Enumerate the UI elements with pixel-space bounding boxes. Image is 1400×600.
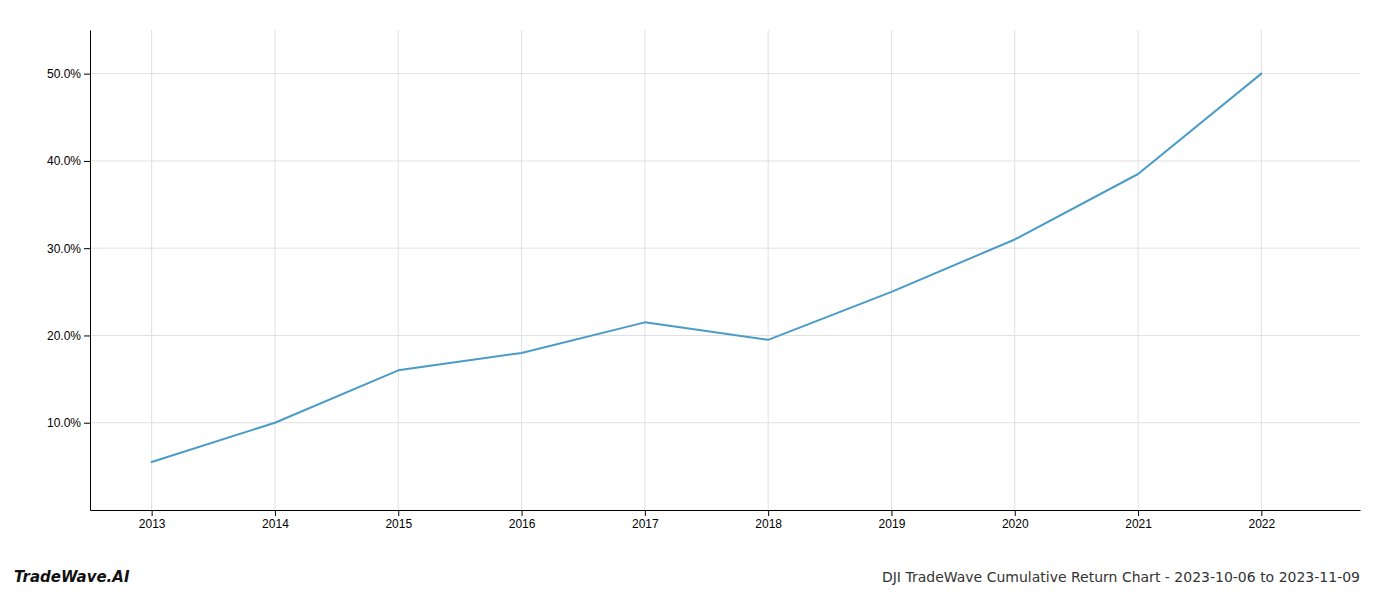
grid-line xyxy=(90,248,1360,249)
grid-line xyxy=(891,30,892,510)
grid-line xyxy=(1261,30,1262,510)
grid-line xyxy=(1014,30,1015,510)
tick: 10.0% xyxy=(47,416,90,430)
tick-label: 2014 xyxy=(262,517,289,531)
tick-label: 20.0% xyxy=(47,329,81,343)
plot-area: 2013 2014 2015 2016 2017 2018 2019 2020 2021 2022… xyxy=(47,30,1361,531)
chart: 2013 2014 2015 2016 2017 2018 2019 2020 2021 2022… xyxy=(0,0,1400,600)
y-axis: 10.0% 20.0% 30.0% 40.0% 50.0% xyxy=(47,31,91,511)
tick-mark xyxy=(84,74,90,75)
line xyxy=(152,74,1262,462)
marks xyxy=(152,74,1262,462)
tick-mark xyxy=(152,510,153,516)
tick-mark xyxy=(84,335,90,336)
grid-line xyxy=(1138,30,1139,510)
tick-label: 50.0% xyxy=(47,67,81,81)
grid-line xyxy=(398,30,399,510)
grid-line xyxy=(90,160,1360,161)
tick-label: 2020 xyxy=(1002,517,1029,531)
grid-line xyxy=(274,30,275,510)
tick-mark xyxy=(84,161,90,162)
tick-mark xyxy=(891,510,892,516)
grid-line xyxy=(521,30,522,510)
tick-mark xyxy=(398,510,399,516)
tick: 2014 xyxy=(262,510,289,531)
tick-label: 2021 xyxy=(1125,517,1152,531)
grid xyxy=(90,30,1360,510)
tick-mark xyxy=(768,510,769,516)
tick: 2020 xyxy=(1002,510,1029,531)
tick-mark xyxy=(1261,510,1262,516)
watermark: TradeWave.AI xyxy=(14,568,130,586)
grid-line xyxy=(90,73,1360,74)
tick: 2016 xyxy=(509,510,536,531)
grid-line xyxy=(644,30,645,510)
tick-label: 30.0% xyxy=(47,242,81,256)
tick-mark xyxy=(1015,510,1016,516)
tick: 2019 xyxy=(879,510,906,531)
axis-line xyxy=(90,31,91,511)
tick-label: 2016 xyxy=(509,517,536,531)
tick-label: 40.0% xyxy=(47,154,81,168)
tick-mark xyxy=(84,248,90,249)
tick: 2021 xyxy=(1125,510,1152,531)
tick: 2013 xyxy=(139,510,166,531)
tick-mark xyxy=(645,510,646,516)
tick-label: 2019 xyxy=(879,517,906,531)
tick-label: 2013 xyxy=(139,517,166,531)
tick-label: 10.0% xyxy=(47,416,81,430)
x-axis: 2013 2014 2015 2016 2017 2018 2019 2020 2021 2022 xyxy=(91,510,1361,531)
tick: 2015 xyxy=(385,510,412,531)
tick: 2022 xyxy=(1249,510,1276,531)
grid-line xyxy=(90,335,1360,336)
grid-line xyxy=(151,30,152,510)
tick-mark xyxy=(84,423,90,424)
tick: 50.0% xyxy=(47,67,90,81)
grid-line xyxy=(90,422,1360,423)
tick-label: 2018 xyxy=(755,517,782,531)
tick-label: 2017 xyxy=(632,517,659,531)
tick-mark xyxy=(522,510,523,516)
tick: 20.0% xyxy=(47,329,90,343)
tick-label: 2015 xyxy=(385,517,412,531)
title: DJI TradeWave Cumulative Return Chart - … xyxy=(882,569,1360,585)
tick: 30.0% xyxy=(47,242,90,256)
tick-label: 2022 xyxy=(1249,517,1276,531)
tick: 2017 xyxy=(632,510,659,531)
axis-line xyxy=(91,510,1361,511)
tick: 2018 xyxy=(755,510,782,531)
tick: 40.0% xyxy=(47,154,90,168)
grid-line xyxy=(768,30,769,510)
tick-mark xyxy=(1138,510,1139,516)
tick-mark xyxy=(275,510,276,516)
